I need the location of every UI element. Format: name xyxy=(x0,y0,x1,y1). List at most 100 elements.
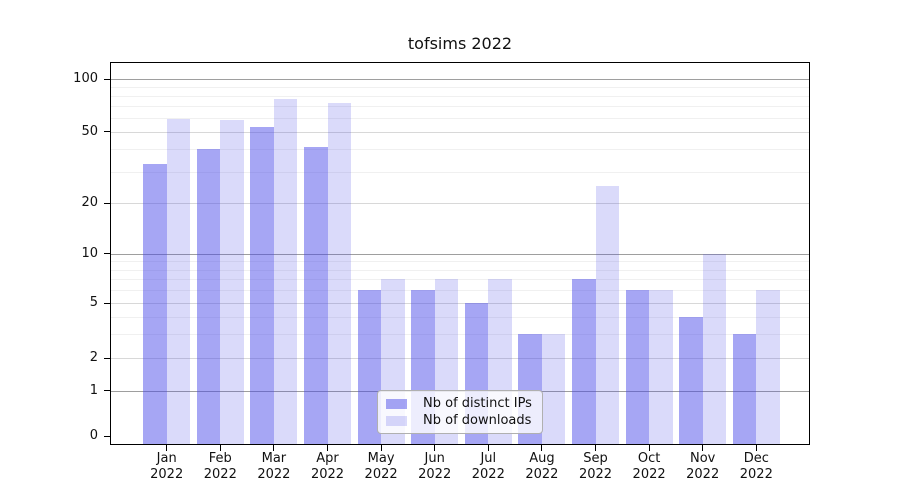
chart-title: tofsims 2022 xyxy=(407,34,513,53)
bar-downloads-nov xyxy=(702,253,727,445)
bar-distinct-ips-oct xyxy=(625,290,650,445)
gridline-minor xyxy=(110,171,810,173)
x-tick-year: 2022 xyxy=(418,467,452,482)
x-tick-label: Aug 2022 xyxy=(510,451,574,483)
legend-swatch-downloads xyxy=(386,415,407,426)
x-tick-year: 2022 xyxy=(471,467,505,482)
y-tick-mark xyxy=(104,302,110,304)
x-tick-month: Apr xyxy=(316,451,339,466)
x-tick-year: 2022 xyxy=(525,467,559,482)
y-tick-label: 50 xyxy=(81,123,98,139)
x-tick-label: Dec 2022 xyxy=(724,451,788,483)
bar-downloads-feb xyxy=(220,120,244,445)
x-tick-month: Jan xyxy=(156,451,177,466)
gridline-labeled xyxy=(110,131,810,133)
x-tick-year: 2022 xyxy=(739,467,773,482)
gridline-decade xyxy=(110,253,810,255)
x-tick-month: Aug xyxy=(529,451,555,466)
gridline-minor xyxy=(110,269,810,271)
y-tick-label: 0 xyxy=(89,428,98,444)
bar-distinct-ips-sep xyxy=(572,279,596,445)
gridline-minor xyxy=(110,261,810,263)
x-tick-mark xyxy=(702,445,704,451)
y-tick-mark xyxy=(104,435,110,437)
x-tick-label: Oct 2022 xyxy=(617,451,681,483)
bar-distinct-ips-may xyxy=(357,290,382,445)
gridline-minor xyxy=(110,87,810,89)
x-tick-label: Mar 2022 xyxy=(242,451,306,483)
x-tick-month: Dec xyxy=(743,451,769,466)
x-tick-mark xyxy=(380,445,382,451)
x-tick-month: Jun xyxy=(424,451,445,466)
x-tick-year: 2022 xyxy=(203,467,237,482)
bar-distinct-ips-nov xyxy=(679,316,703,445)
y-tick-mark xyxy=(104,357,110,359)
bar-downloads-mar xyxy=(273,99,298,445)
gridline-minor xyxy=(110,316,810,318)
legend: Nb of distinct IPs Nb of downloads xyxy=(377,390,543,434)
x-tick-year: 2022 xyxy=(686,467,720,482)
gridline-labeled xyxy=(110,203,810,205)
gridline-minor xyxy=(110,149,810,151)
gridline-labeled xyxy=(110,303,810,305)
y-tick-label: 1 xyxy=(89,382,98,398)
y-tick-label: 20 xyxy=(81,195,98,211)
legend-label-distinct-ips: Nb of distinct IPs xyxy=(423,396,532,411)
bar-downloads-aug xyxy=(541,333,566,445)
gridline-minor xyxy=(110,333,810,335)
plot-area xyxy=(110,61,810,445)
x-tick-label: Jan 2022 xyxy=(135,451,199,483)
legend-item-distinct-ips: Nb of distinct IPs xyxy=(386,395,534,412)
legend-item-downloads: Nb of downloads xyxy=(386,412,534,429)
x-tick-month: Mar xyxy=(261,451,287,466)
x-tick-label: May 2022 xyxy=(349,451,413,483)
x-tick-label: Apr 2022 xyxy=(296,451,360,483)
x-tick-label: Feb 2022 xyxy=(188,451,252,483)
y-tick-mark xyxy=(104,131,110,133)
x-tick-year: 2022 xyxy=(310,467,345,482)
y-tick-label: 10 xyxy=(81,245,98,261)
x-tick-label: Nov 2022 xyxy=(671,451,735,483)
bar-downloads-dec xyxy=(756,290,780,445)
gridline-minor xyxy=(110,279,810,281)
x-tick-mark xyxy=(434,445,436,451)
x-tick-mark xyxy=(755,445,757,451)
bar-distinct-ips-feb xyxy=(196,149,221,445)
y-tick-mark xyxy=(104,390,110,392)
x-tick-month: Nov xyxy=(690,451,716,466)
x-tick-mark xyxy=(326,445,329,451)
y-tick-label: 100 xyxy=(73,71,98,87)
x-tick-year: 2022 xyxy=(364,467,398,482)
x-tick-month: Sep xyxy=(583,451,608,466)
x-tick-month: May xyxy=(367,451,395,466)
gridline-minor xyxy=(110,117,810,119)
bar-distinct-ips-mar xyxy=(250,127,274,445)
x-tick-mark xyxy=(594,445,597,451)
x-tick-label: Jun 2022 xyxy=(403,451,467,483)
x-tick-mark xyxy=(541,445,543,451)
legend-swatch-distinct-ips xyxy=(386,398,407,409)
y-tick-mark xyxy=(104,202,110,204)
x-tick-mark xyxy=(219,445,221,451)
x-tick-year: 2022 xyxy=(632,467,666,482)
x-tick-month: Oct xyxy=(637,451,661,466)
y-tick-label: 2 xyxy=(89,350,98,366)
bar-downloads-sep xyxy=(595,185,619,445)
y-tick-label: 5 xyxy=(89,295,98,311)
x-tick-mark xyxy=(648,445,650,451)
legend-label-downloads: Nb of downloads xyxy=(423,413,532,428)
gridline-labeled xyxy=(110,358,810,360)
x-tick-mark xyxy=(487,445,489,451)
gridline-minor xyxy=(110,96,810,98)
bar-distinct-ips-apr xyxy=(304,147,328,445)
x-tick-month: Feb xyxy=(208,451,232,466)
y-tick-mark xyxy=(104,253,110,255)
bar-downloads-oct xyxy=(649,290,673,445)
bar-downloads-jan xyxy=(166,119,191,445)
gridline-minor xyxy=(110,106,810,108)
bar-downloads-apr xyxy=(327,103,351,445)
gridline-decade xyxy=(110,79,810,81)
x-tick-year: 2022 xyxy=(150,467,184,482)
x-tick-label: Sep 2022 xyxy=(564,451,628,483)
